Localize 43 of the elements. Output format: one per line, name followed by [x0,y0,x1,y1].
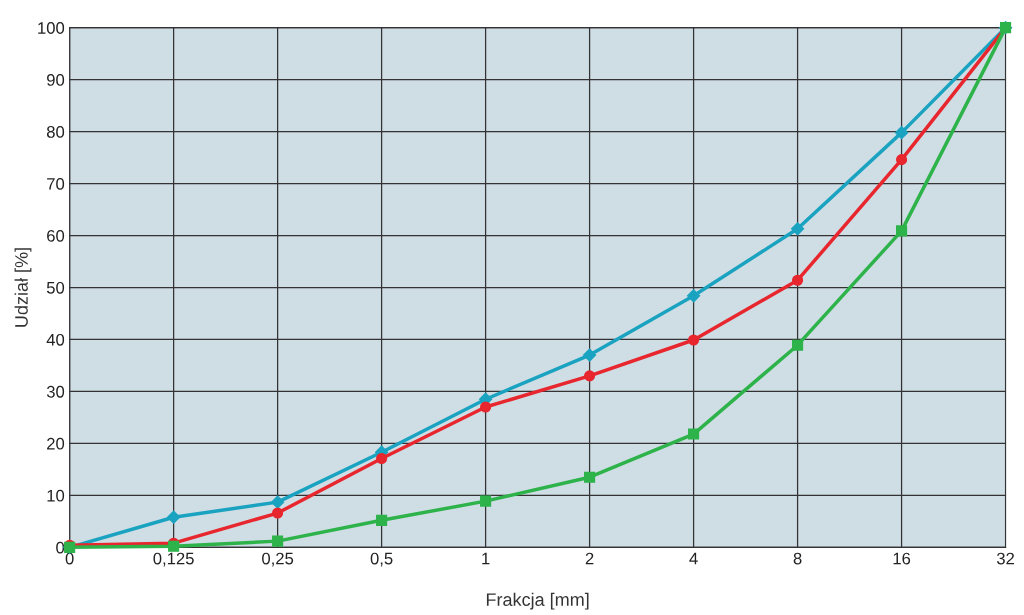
y-tick-label: 10 [47,489,65,502]
y-tick-label: 40 [46,333,65,346]
y-tick-label: 100 [38,22,65,34]
x-tick-label: 0 [65,552,74,565]
x-tick-label: 2 [585,552,594,565]
point [894,126,909,140]
x-tick-label: 32 [996,552,1014,565]
y-tick-label: 80 [46,126,65,138]
y-tick-label: 90 [47,74,65,86]
x-tick-label: 8 [793,552,802,565]
x-tick-label: 4 [689,552,698,565]
point [272,535,284,547]
point [792,339,804,351]
x-tick-label: 0,25 [262,552,294,567]
point [792,274,804,286]
point [790,222,805,236]
point [896,154,908,166]
point [584,471,596,483]
point [272,507,284,519]
y-tick-label: 60 [47,229,65,242]
point [376,452,388,465]
y-tick-label: 0 [56,541,65,554]
point [376,514,388,526]
x-tick-label: 0,125 [153,552,194,567]
x-tick-label: 0,5 [370,552,393,567]
x-axis-title: Frakcja [mm] [486,592,589,610]
y-tick-label: 50 [46,281,65,294]
point [688,334,700,346]
point [167,510,181,524]
point [687,289,701,303]
point [688,428,700,440]
y-tick-label: 20 [47,437,65,450]
y-tick-label: 30 [46,385,65,398]
point [896,225,908,237]
point [583,348,597,362]
point [271,495,285,509]
point [480,401,492,413]
x-tick-label: 16 [893,552,911,565]
x-tick-label: 1 [482,552,490,565]
point [584,370,596,382]
y-axis-title: Udział [%] [14,248,32,327]
y-tick-label: 70 [47,177,65,190]
point [480,495,492,507]
